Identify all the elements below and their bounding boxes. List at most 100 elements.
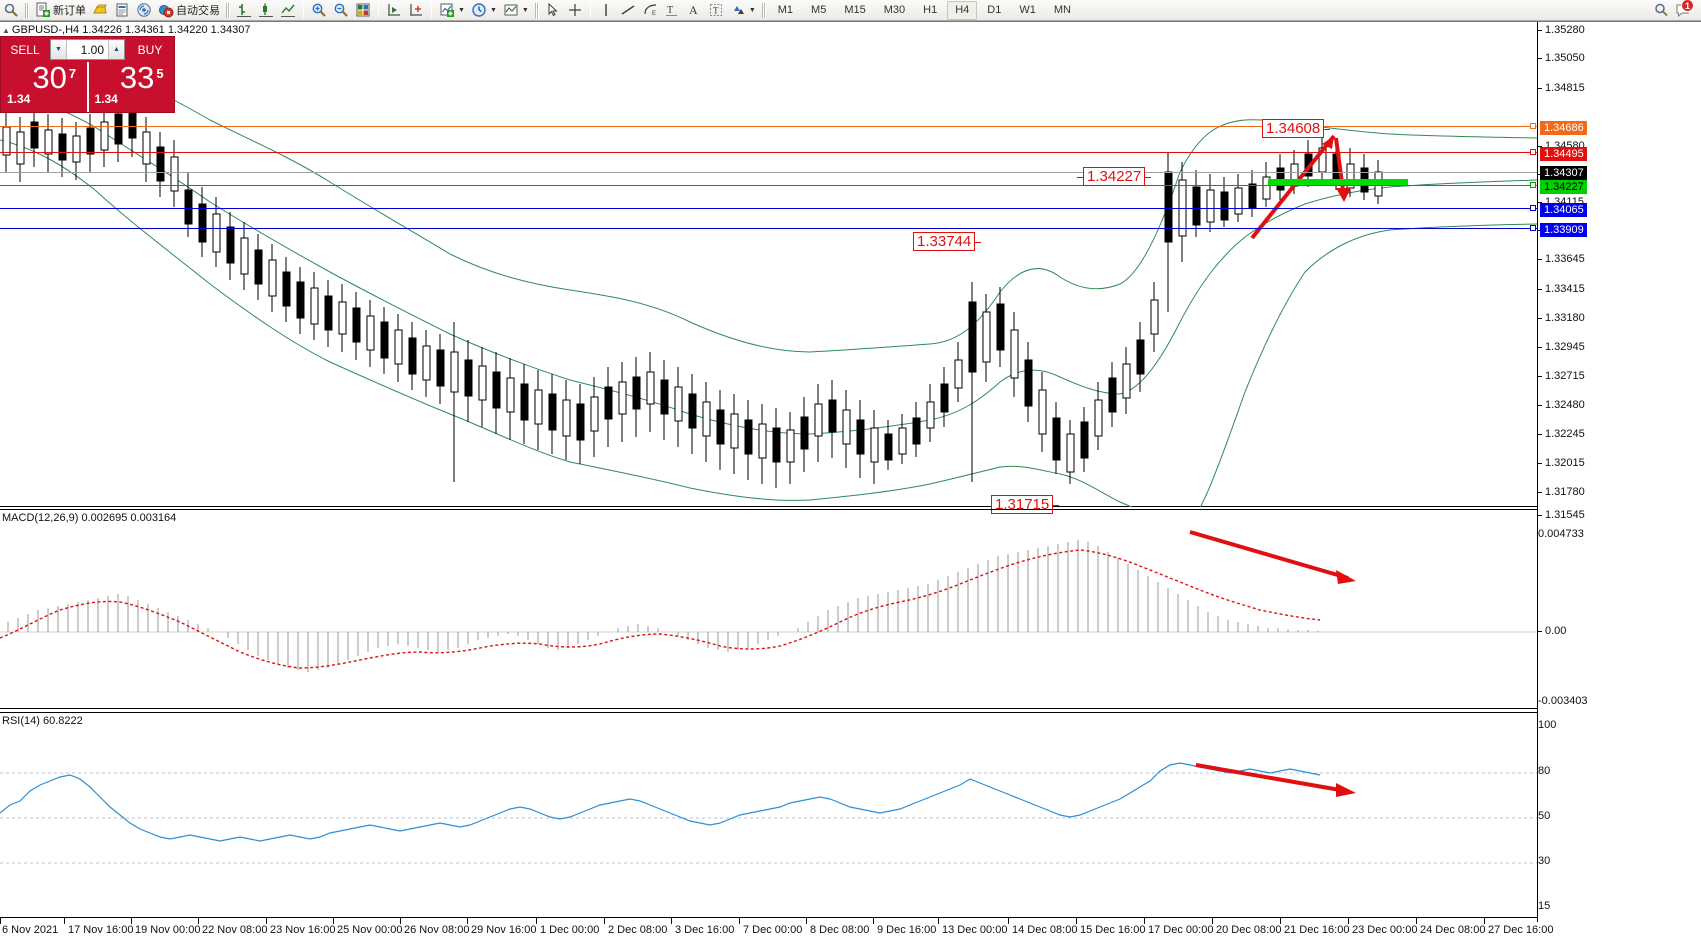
timeframe-h1[interactable]: H1 bbox=[923, 3, 938, 16]
volume-increment-button[interactable]: ▲ bbox=[108, 40, 124, 59]
toolbar-button-periods[interactable]: ▼ bbox=[468, 1, 500, 20]
toolbar-button-text-tool[interactable]: A bbox=[683, 1, 705, 20]
toolbar-grip-2[interactable] bbox=[226, 2, 230, 18]
vertical-line-icon bbox=[598, 2, 614, 18]
one-click-trading-panel[interactable]: SELL ▼ 1.00 ▲ BUY 1.34 30 7 1.34 bbox=[0, 36, 175, 113]
time-label-3: 22 Nov 08:00 bbox=[202, 924, 268, 936]
annotation-134608[interactable]: 1.34608 bbox=[1262, 119, 1331, 138]
price-badge-133909[interactable]: 1.33909 bbox=[1540, 223, 1587, 237]
toolbar-button-terminal[interactable] bbox=[111, 1, 133, 20]
annotation-134227[interactable]: 1.34227 bbox=[1076, 167, 1152, 186]
price-level-line-133909[interactable] bbox=[0, 228, 1537, 229]
price-level-handle-134495[interactable] bbox=[1530, 149, 1536, 155]
toolbar-button-templates[interactable]: ▼ bbox=[500, 1, 532, 20]
price-badge-134495[interactable]: 1.34495 bbox=[1540, 147, 1587, 161]
toolbar-button-auto-scroll[interactable] bbox=[405, 1, 427, 20]
time-label-10: 3 Dec 16:00 bbox=[675, 924, 735, 936]
toolbar-button-indicators[interactable]: ▼ bbox=[436, 1, 468, 20]
toolbar-button-signals[interactable] bbox=[133, 1, 155, 20]
toolbar-button-shift-end[interactable] bbox=[383, 1, 405, 20]
rsi-pane[interactable]: RSI(14) 60.8222 bbox=[0, 712, 1537, 917]
toolbar-button-text-box[interactable]: T bbox=[705, 1, 727, 20]
time-sep-3 bbox=[198, 918, 199, 924]
toolbar-button-vertical-line[interactable] bbox=[595, 1, 617, 20]
macd-tick-top: 0.004733 bbox=[1538, 528, 1584, 540]
price-pane[interactable]: ▲ GBPUSD-,H4 1.34226 1.34361 1.34220 1.34… bbox=[0, 22, 1537, 514]
timeframe-mn[interactable]: MN bbox=[1053, 3, 1071, 16]
time-sep-14 bbox=[938, 918, 939, 924]
toolbar-button-profile-gold[interactable] bbox=[89, 1, 111, 20]
chevron-down-icon-3[interactable]: ▼ bbox=[521, 6, 529, 14]
toolbar-button-candle-chart[interactable] bbox=[255, 1, 277, 20]
time-label-19: 21 Dec 16:00 bbox=[1284, 924, 1350, 936]
timeframe-m5[interactable]: M5 bbox=[811, 3, 827, 16]
timeframe-m30[interactable]: M30 bbox=[883, 3, 906, 16]
chevron-down-icon-2[interactable]: ▼ bbox=[489, 6, 497, 14]
notifications-button[interactable]: 1 bbox=[1675, 0, 1694, 18]
toolbar-grip-3[interactable] bbox=[534, 2, 539, 18]
toolbar-button-tile-windows[interactable] bbox=[352, 1, 374, 20]
toolbar-button-bar-chart[interactable] bbox=[233, 1, 255, 20]
toolbar-button-objects-list[interactable]: ▼ bbox=[727, 1, 759, 20]
timeframe-w1[interactable]: W1 bbox=[1019, 3, 1036, 16]
toolbar-button-text-label[interactable]: T bbox=[661, 1, 683, 20]
price-badge-134065[interactable]: 1.34065 bbox=[1540, 203, 1587, 217]
price-level-line-134065[interactable] bbox=[0, 208, 1537, 209]
timeframe-d1[interactable]: D1 bbox=[987, 3, 1002, 16]
price-badge-134227[interactable]: 1.34227 bbox=[1540, 180, 1587, 194]
price-level-handle-134686[interactable] bbox=[1530, 123, 1536, 129]
price-badge-134686[interactable]: 1.34686 bbox=[1540, 121, 1587, 135]
volume-input-group[interactable]: ▼ 1.00 ▲ bbox=[50, 39, 125, 60]
timeframe-m15[interactable]: M15 bbox=[844, 3, 866, 16]
toolbar-grip[interactable] bbox=[25, 2, 29, 18]
svg-text:T: T bbox=[713, 6, 719, 16]
timeframe-m1[interactable]: M1 bbox=[777, 3, 794, 16]
toolbar-button-fibonacci[interactable]: E bbox=[639, 1, 661, 20]
toolbar-button-auto-trading[interactable]: 自动交易 bbox=[155, 1, 223, 20]
toolbar-grip-4[interactable] bbox=[761, 2, 766, 18]
timeframe-h4[interactable]: H4 bbox=[947, 0, 978, 20]
toolbar-button-zoom-out[interactable] bbox=[330, 1, 352, 20]
volume-decrement-button[interactable]: ▼ bbox=[51, 40, 67, 59]
template-icon bbox=[503, 2, 519, 18]
price-level-line-134227[interactable] bbox=[0, 185, 1537, 186]
toolbar-button-new-order[interactable]: 新订单 bbox=[32, 1, 89, 20]
rsi-chart-svg bbox=[0, 762, 1537, 864]
toolbar-separator-3 bbox=[431, 2, 432, 18]
price-level-handle-134227[interactable] bbox=[1530, 182, 1536, 188]
rsi-tick-50: 50 bbox=[1538, 810, 1551, 822]
sell-price-display[interactable]: 1.34 30 7 bbox=[1, 62, 87, 112]
annotation-133744[interactable]: 1.33744 bbox=[913, 232, 982, 251]
toolbar-button-crosshair-tool[interactable] bbox=[564, 1, 586, 20]
toolbar-button-trendline[interactable] bbox=[617, 1, 639, 20]
drawn-arrow-up bbox=[1250, 134, 1336, 240]
search-icon-right[interactable] bbox=[1653, 2, 1669, 18]
main-toolbar: 新订单 自动交易 bbox=[0, 0, 1701, 21]
time-sep-1 bbox=[64, 918, 65, 924]
volume-input[interactable]: 1.00 bbox=[80, 42, 104, 57]
buy-price-display[interactable]: 1.34 33 5 bbox=[86, 62, 175, 112]
price-level-handle-133909[interactable] bbox=[1530, 225, 1536, 231]
toolbar-button-magnifier-search[interactable] bbox=[0, 1, 22, 20]
chevron-down-icon[interactable]: ▼ bbox=[458, 6, 465, 14]
macd-chart-svg bbox=[0, 530, 1537, 672]
macd-pane[interactable]: MACD(12,26,9) 0.002695 0.003164 bbox=[0, 509, 1537, 709]
price-chart-svg bbox=[0, 43, 1537, 507]
price-level-handle-134065[interactable] bbox=[1530, 205, 1536, 211]
toolbar-button-crosshair[interactable] bbox=[542, 1, 564, 20]
sell-button[interactable]: SELL bbox=[1, 37, 49, 62]
price-tick-16: 1.31545 bbox=[1538, 509, 1585, 521]
toolbar-button-line-chart[interactable] bbox=[277, 1, 299, 20]
price-tick-10: 1.32945 bbox=[1538, 341, 1585, 353]
price-scale[interactable]: 1.35280 1.35050 1.34815 1.34580 1.34350 … bbox=[1537, 22, 1701, 922]
time-axis[interactable]: 6 Nov 2021 17 Nov 16:00 19 Nov 00:00 22 … bbox=[0, 917, 1553, 943]
buy-button[interactable]: BUY bbox=[126, 37, 174, 62]
indicator-add-icon bbox=[439, 2, 455, 18]
price-level-line-134686[interactable] bbox=[0, 126, 1537, 127]
chevron-down-icon-4[interactable]: ▼ bbox=[748, 6, 756, 14]
collapse-arrow-icon[interactable]: ▲ bbox=[2, 26, 10, 35]
toolbar-button-zoom-in[interactable] bbox=[308, 1, 330, 20]
chart-container[interactable]: ▲ GBPUSD-,H4 1.34226 1.34361 1.34220 1.34… bbox=[0, 21, 1701, 943]
candlestick-icon bbox=[258, 2, 274, 18]
price-level-line-134495[interactable] bbox=[0, 152, 1537, 153]
